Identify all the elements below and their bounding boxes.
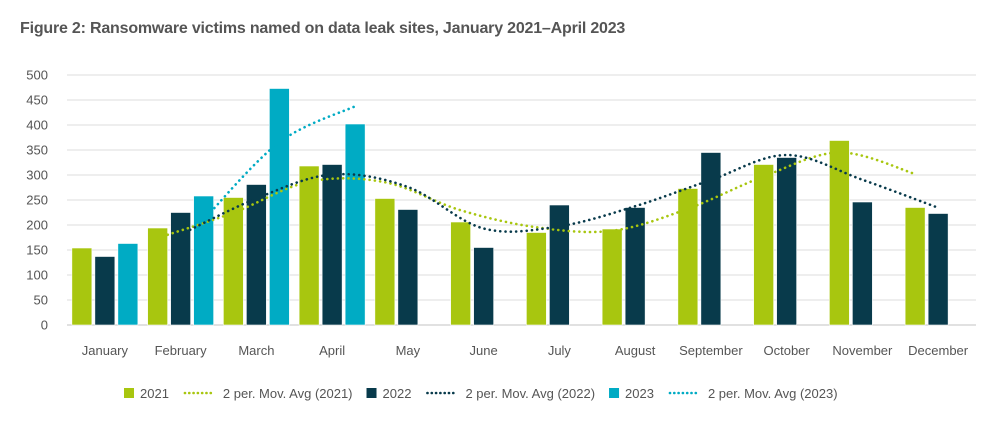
x-tick-label: June	[470, 343, 498, 358]
bars	[71, 88, 949, 326]
x-tick-label: April	[319, 343, 345, 358]
bar-2021-december	[904, 207, 926, 326]
x-tick-label: August	[615, 343, 656, 358]
bar-2021-june	[450, 221, 471, 326]
x-tick-label: May	[396, 343, 421, 358]
y-tick-label: 0	[41, 318, 48, 333]
bar-2021-november	[829, 140, 850, 326]
bar-2022-november	[852, 201, 873, 326]
y-tick-label: 250	[26, 193, 48, 208]
x-tick-label: January	[82, 343, 129, 358]
bar-2022-march	[246, 184, 267, 326]
legend-swatch-2022	[366, 388, 377, 398]
bar-2021-april	[298, 165, 320, 326]
trendline-2021	[156, 151, 917, 240]
bar-2021-september	[677, 188, 699, 326]
x-tick-label: September	[679, 343, 743, 358]
legend-label: 2022	[383, 386, 412, 401]
legend-label: 2023	[625, 386, 654, 401]
bar-2022-july	[549, 204, 570, 326]
legend-swatch-2021	[124, 388, 134, 398]
bar-2023-march	[269, 88, 290, 326]
legend-label: 2 per. Mov. Avg (2023)	[708, 386, 838, 401]
x-tick-label: July	[548, 343, 572, 358]
bar-2022-october	[776, 157, 797, 326]
trendline-2022	[179, 153, 940, 236]
legend: 2021 2 per. Mov. Avg (2021) 2022 2 per. Mov…	[124, 386, 838, 401]
bar-2021-august	[601, 228, 623, 326]
y-tick-label: 150	[26, 243, 48, 258]
y-tick-label: 300	[26, 168, 48, 183]
bar-2022-february	[170, 212, 191, 326]
y-tick-label: 350	[26, 143, 48, 158]
bar-2023-january	[117, 243, 139, 326]
bar-2021-january	[71, 247, 93, 326]
y-axis: 0 50 100 150 200 250 300 350 400 450 500	[26, 68, 48, 333]
y-tick-label: 400	[26, 118, 48, 133]
bar-2022-december	[927, 213, 949, 326]
y-tick-label: 50	[34, 293, 48, 308]
legend-swatch-2023	[609, 388, 620, 398]
x-tick-label: March	[238, 343, 274, 358]
legend-label: 2 per. Mov. Avg (2022)	[465, 386, 595, 401]
grid	[67, 74, 976, 326]
x-tick-label: February	[155, 343, 208, 358]
bar-2021-july	[526, 232, 547, 326]
y-tick-label: 500	[26, 68, 48, 83]
bar-2022-april	[321, 164, 343, 326]
legend-label: 2 per. Mov. Avg (2021)	[223, 386, 353, 401]
y-tick-label: 100	[26, 268, 48, 283]
bar-2021-march	[223, 197, 244, 326]
bar-2021-february	[147, 227, 168, 326]
x-tick-label: October	[764, 343, 811, 358]
bar-2021-october	[753, 164, 774, 326]
bar-2022-june	[473, 247, 494, 326]
chart-title: Figure 2: Ransomware victims named on da…	[20, 20, 626, 37]
legend-label: 2021	[140, 386, 169, 401]
bar-2022-january	[94, 256, 116, 326]
y-tick-label: 450	[26, 93, 48, 108]
bar-2022-september	[700, 152, 722, 326]
bar-2022-may	[397, 209, 419, 326]
bar-2023-april	[344, 123, 366, 326]
y-tick-label: 200	[26, 218, 48, 233]
x-axis: January February March April May June July Augu…	[82, 343, 969, 358]
x-tick-label: December	[908, 343, 969, 358]
bar-2021-may	[374, 198, 396, 326]
trendlines	[156, 104, 940, 240]
x-tick-label: November	[832, 343, 893, 358]
bar-2023-february	[193, 195, 214, 326]
